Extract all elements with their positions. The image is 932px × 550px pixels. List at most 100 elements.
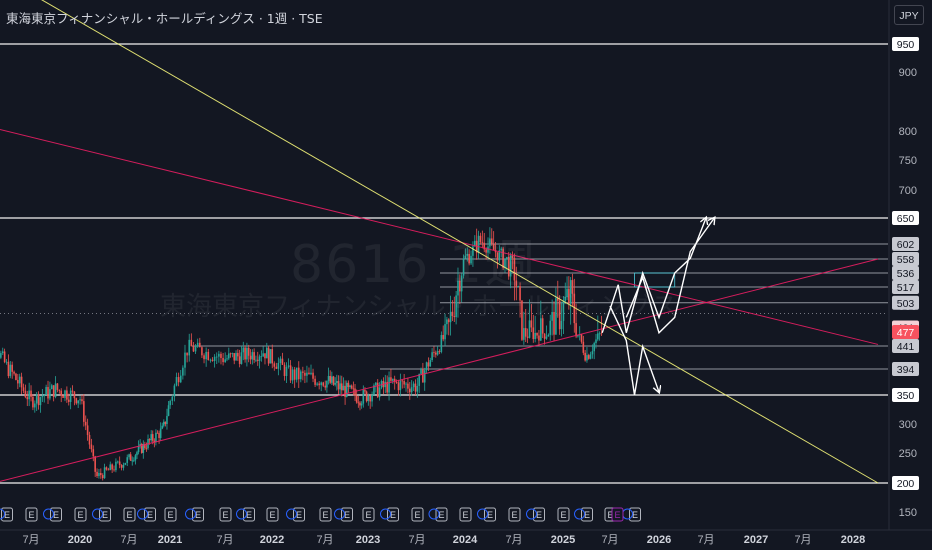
candle-body — [591, 351, 594, 355]
candle-body — [18, 376, 21, 384]
candle-body — [352, 388, 355, 390]
x-tick-label: 7月 — [408, 534, 425, 546]
candle-body — [326, 380, 328, 388]
candle-body — [586, 355, 588, 361]
candle-body — [562, 301, 565, 321]
candle-body — [118, 461, 121, 466]
candle-body — [151, 434, 154, 441]
candle-body — [453, 316, 456, 318]
level-badge-536-bg — [892, 266, 919, 280]
candle-body — [496, 252, 499, 261]
earnings-label: E — [147, 510, 153, 520]
candle-body — [203, 355, 205, 360]
candle-body — [600, 333, 603, 335]
earnings-marker: E — [557, 507, 570, 522]
candle-body — [253, 352, 255, 361]
x-tick-label: 2021 — [158, 534, 182, 546]
candle-body — [401, 380, 404, 382]
candle-body — [320, 382, 323, 386]
candle-body — [304, 372, 306, 376]
candle-body — [425, 362, 428, 371]
candle-body — [543, 333, 546, 339]
candle-body — [595, 339, 597, 344]
candle-body — [500, 248, 503, 251]
candle-body — [238, 356, 241, 364]
level-badge-536: 536 — [897, 268, 915, 280]
candle-body — [390, 377, 392, 381]
candle-body — [360, 403, 363, 406]
earnings-label: E — [195, 510, 201, 520]
candle-body — [7, 361, 10, 377]
candle-body — [28, 390, 30, 400]
candle-body — [530, 320, 533, 328]
earnings-label: E — [296, 510, 302, 520]
candle-body — [275, 366, 278, 369]
current-price-badge: 477 — [897, 327, 915, 339]
earnings-badge — [266, 507, 279, 522]
candle-body — [481, 242, 484, 243]
candle-body — [45, 387, 47, 396]
candle-body — [92, 449, 95, 457]
candle-body — [573, 293, 576, 324]
candle-body — [79, 399, 81, 401]
earnings-marker: E — [185, 507, 204, 522]
earnings-marker: E — [123, 507, 136, 522]
x-tick-label: 2027 — [744, 534, 768, 546]
earnings-badge — [557, 507, 570, 522]
earnings-label: E — [607, 510, 613, 520]
candle-body — [511, 255, 514, 259]
candle-body — [5, 361, 8, 363]
earnings-marker: E — [428, 507, 448, 522]
earnings-marker: E — [219, 507, 232, 522]
candle-body — [229, 353, 232, 355]
candle-body — [373, 385, 375, 395]
candle-body — [405, 383, 407, 385]
candle-body — [597, 333, 599, 340]
candle-body — [179, 375, 182, 383]
earnings-badge — [319, 507, 332, 522]
y-tick-label: 700 — [899, 185, 917, 197]
candle-body — [504, 258, 506, 268]
candle-body — [251, 352, 254, 360]
candle-body — [577, 335, 579, 337]
candle-body — [477, 235, 480, 253]
candle-body — [60, 390, 63, 396]
candle-body — [474, 240, 476, 247]
candle-body — [427, 362, 430, 367]
candle-body — [218, 353, 220, 357]
earnings-badge — [362, 507, 375, 522]
candle-body — [256, 359, 259, 361]
trendline-resistance — [0, 128, 879, 345]
candle-body — [393, 378, 396, 383]
earnings-marker: E — [164, 507, 177, 522]
candles — [0, 227, 603, 481]
candle-body — [386, 381, 388, 393]
candle-body — [312, 372, 314, 379]
trendline-support — [0, 258, 879, 482]
level-badge-558-bg — [892, 252, 919, 266]
candle-body — [50, 385, 53, 390]
candle-body — [558, 300, 561, 330]
candle-body — [101, 475, 104, 479]
candle-body — [555, 298, 557, 335]
candle-body — [103, 467, 106, 479]
candle-body — [211, 359, 214, 361]
candle-body — [73, 391, 76, 399]
earnings-marker: E — [411, 507, 424, 522]
candle-body — [412, 383, 415, 388]
candle-body — [308, 372, 310, 375]
candle-body — [49, 389, 51, 399]
currency-button[interactable]: JPY — [894, 5, 924, 25]
candle-body — [407, 383, 409, 389]
earnings-label: E — [126, 510, 132, 520]
candle-body — [142, 443, 145, 453]
candle-body — [306, 372, 308, 376]
candle-body — [399, 380, 402, 391]
candle-body — [156, 432, 159, 434]
candle-body — [226, 358, 228, 360]
current-price-badge-bg — [892, 325, 919, 339]
candle-body — [502, 248, 504, 268]
candle-body — [190, 339, 193, 347]
dividend-marker — [334, 508, 345, 520]
